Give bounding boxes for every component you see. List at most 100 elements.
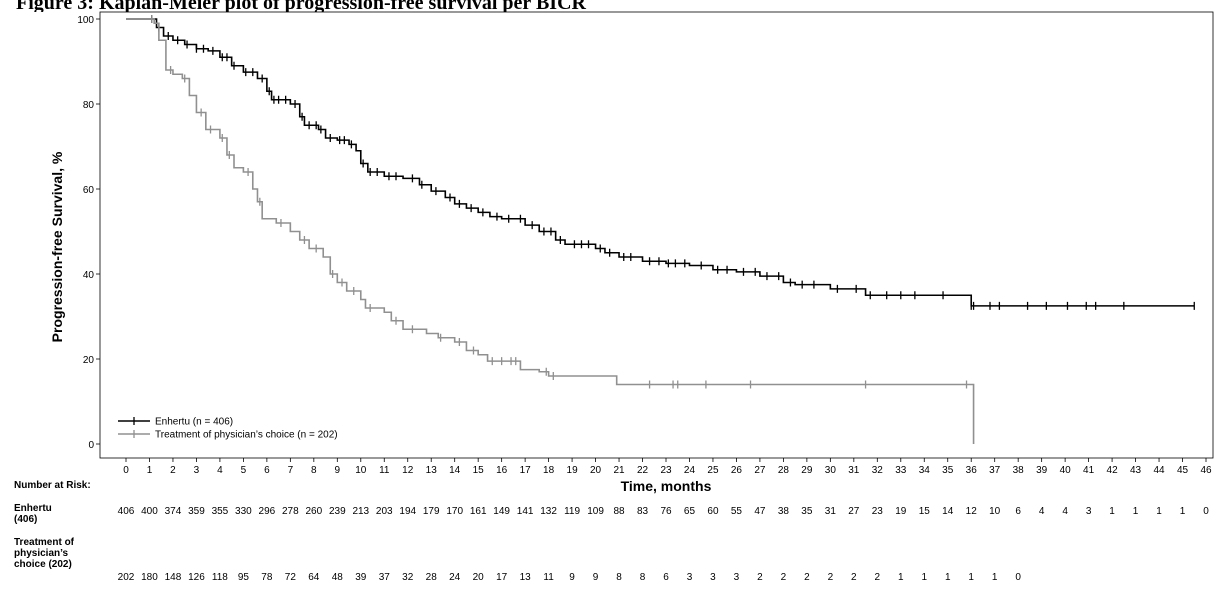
risk-count: 1: [1156, 506, 1162, 517]
x-tick-label: 22: [637, 465, 649, 476]
risk-row-label-line: Treatment of: [14, 537, 75, 548]
x-tick-label: 46: [1200, 465, 1212, 476]
risk-count: 88: [613, 506, 625, 517]
risk-count: 1: [992, 572, 998, 583]
series-enhertu: [126, 15, 1195, 310]
risk-count: 202: [118, 572, 135, 583]
risk-count: 118: [212, 572, 228, 583]
x-tick-label: 19: [567, 465, 579, 476]
risk-count: 355: [212, 506, 229, 517]
risk-row-label-line: Enhertu: [14, 503, 52, 514]
x-tick-label: 6: [264, 465, 270, 476]
risk-count: 126: [188, 572, 205, 583]
risk-count: 60: [707, 506, 719, 517]
plot-frame: [99, 11, 1214, 459]
risk-count: 11: [543, 572, 554, 583]
legend-item: Treatment of physician’s choice (n = 202…: [118, 430, 338, 441]
x-tick-label: 35: [942, 465, 954, 476]
risk-count: 6: [1015, 506, 1021, 517]
risk-count: 2: [804, 572, 810, 583]
risk-count: 15: [919, 506, 931, 517]
risk-count: 141: [517, 506, 534, 517]
x-tick-label: 31: [848, 465, 860, 476]
risk-count: 149: [493, 506, 510, 517]
x-tick-label: 33: [895, 465, 907, 476]
risk-count: 35: [801, 506, 813, 517]
risk-count: 1: [968, 572, 974, 583]
risk-count: 119: [564, 506, 580, 517]
risk-count: 78: [261, 572, 273, 583]
x-tick-label: 10: [355, 465, 367, 476]
risk-count: 23: [872, 506, 884, 517]
x-tick-label: 42: [1107, 465, 1119, 476]
x-tick-label: 18: [543, 465, 555, 476]
risk-row-label-line: physician’s: [14, 548, 69, 559]
risk-count: 47: [754, 506, 766, 517]
risk-count: 161: [470, 506, 487, 517]
risk-count: 3: [687, 572, 693, 583]
risk-count: 1: [921, 572, 927, 583]
y-tick-label: 100: [77, 15, 94, 26]
risk-count: 4: [1062, 506, 1068, 517]
x-tick-label: 2: [170, 465, 176, 476]
risk-count: 14: [942, 506, 954, 517]
x-tick-label: 7: [288, 465, 294, 476]
x-tick-label: 23: [660, 465, 672, 476]
risk-count: 278: [282, 506, 299, 517]
legend-label: Enhertu (n = 406): [155, 417, 233, 428]
x-tick-label: 34: [919, 465, 931, 476]
x-tick-label: 41: [1083, 465, 1095, 476]
risk-count: 4: [1039, 506, 1045, 517]
y-tick-label: 40: [83, 270, 95, 281]
risk-count: 2: [781, 572, 787, 583]
risk-count: 1: [898, 572, 904, 583]
x-tick-label: 1: [147, 465, 153, 476]
risk-count: 8: [640, 572, 646, 583]
risk-count: 330: [235, 506, 252, 517]
x-tick-label: 20: [590, 465, 602, 476]
risk-count: 148: [165, 572, 182, 583]
risk-count: 2: [757, 572, 763, 583]
risk-count: 9: [569, 572, 575, 583]
x-tick-label: 43: [1130, 465, 1142, 476]
x-tick-label: 37: [989, 465, 1001, 476]
risk-count: 27: [848, 506, 860, 517]
x-tick-label: 13: [426, 465, 438, 476]
risk-count: 132: [540, 506, 557, 517]
risk-count: 39: [355, 572, 367, 583]
x-tick-label: 14: [449, 465, 461, 476]
risk-count: 1: [1109, 506, 1115, 517]
risk-count: 179: [423, 506, 440, 517]
x-axis-label: Time, months: [621, 478, 712, 494]
y-tick-label: 60: [83, 185, 95, 196]
risk-count: 10: [989, 506, 1001, 517]
risk-count: 213: [352, 506, 369, 517]
risk-count: 1: [945, 572, 951, 583]
x-tick-label: 36: [966, 465, 978, 476]
y-tick-label: 0: [88, 440, 94, 451]
risk-count: 6: [663, 572, 669, 583]
risk-count: 1: [1180, 506, 1186, 517]
x-tick-label: 5: [241, 465, 247, 476]
km-step-line: [126, 18, 1195, 307]
risk-row-label-tpc: Treatment of physician’s choice (202): [14, 537, 74, 570]
x-tick-label: 12: [402, 465, 414, 476]
risk-count: 2: [851, 572, 857, 583]
y-tick-label: 20: [83, 355, 95, 366]
risk-count: 31: [825, 506, 837, 517]
series-tpc: [126, 15, 975, 444]
risk-row-label-line: (406): [14, 514, 38, 525]
risk-count: 72: [285, 572, 297, 583]
x-tick-label: 8: [311, 465, 317, 476]
risk-count: 194: [399, 506, 416, 517]
x-tick-label: 24: [684, 465, 696, 476]
x-tick-label: 39: [1036, 465, 1048, 476]
risk-count: 19: [895, 506, 907, 517]
risk-table-heading: Number at Risk:: [14, 480, 91, 491]
risk-count: 95: [238, 572, 250, 583]
figure-caption: Figure 3: Kaplan-Meier plot of progressi…: [16, 0, 586, 12]
risk-count: 3: [734, 572, 740, 583]
x-tick-label: 40: [1060, 465, 1072, 476]
risk-count: 32: [402, 572, 414, 583]
